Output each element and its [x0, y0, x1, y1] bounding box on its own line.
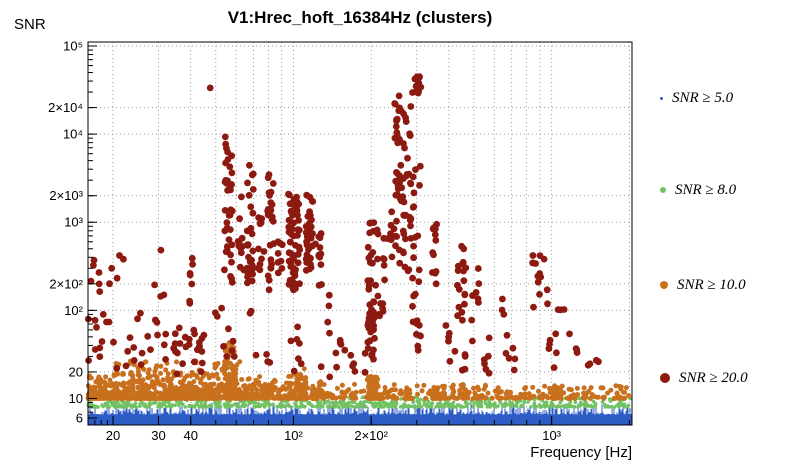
y-axis-title: SNR [14, 16, 46, 33]
y-tick-label: 20 [69, 364, 83, 379]
x-axis-title: Frequency [Hz] [530, 444, 632, 461]
x-tick-label: 10³ [542, 428, 561, 443]
chart-title: V1:Hrec_hoft_16384Hz (clusters) [227, 8, 493, 27]
x-tick-label: 20 [106, 428, 120, 443]
x-tick-label: 2×10² [354, 428, 388, 443]
y-tick-label: 10² [64, 303, 83, 318]
y-tick-label: 10³ [64, 215, 83, 230]
tick-labels: 20 30 40 10² 2×10² 10³ 10⁵ 2×10⁴ 10⁴ 2×10³ 10³ 2×10… [48, 38, 562, 443]
y-tick-label: 10 [69, 391, 83, 406]
series-snr-8.0 [86, 395, 632, 409]
y-tick-label: 2×10³ [49, 188, 83, 203]
y-tick-label: 10⁴ [63, 127, 83, 142]
series-snr-10.0 [85, 340, 632, 401]
plot-frame [87, 41, 633, 426]
x-tick-label: 40 [183, 428, 197, 443]
y-tick-label: 2×10⁴ [48, 100, 83, 115]
y-tick-label: 2×10² [49, 276, 83, 291]
x-tick-label: 30 [151, 428, 165, 443]
gridlines [88, 42, 632, 425]
axes [87, 45, 630, 426]
y-tick-label: 6 [76, 411, 83, 426]
x-tick-label: 10² [284, 428, 303, 443]
series-snr-5.0 [88, 401, 632, 425]
y-tick-label: 10⁵ [63, 38, 83, 53]
series-snr-20.0 [84, 73, 602, 381]
